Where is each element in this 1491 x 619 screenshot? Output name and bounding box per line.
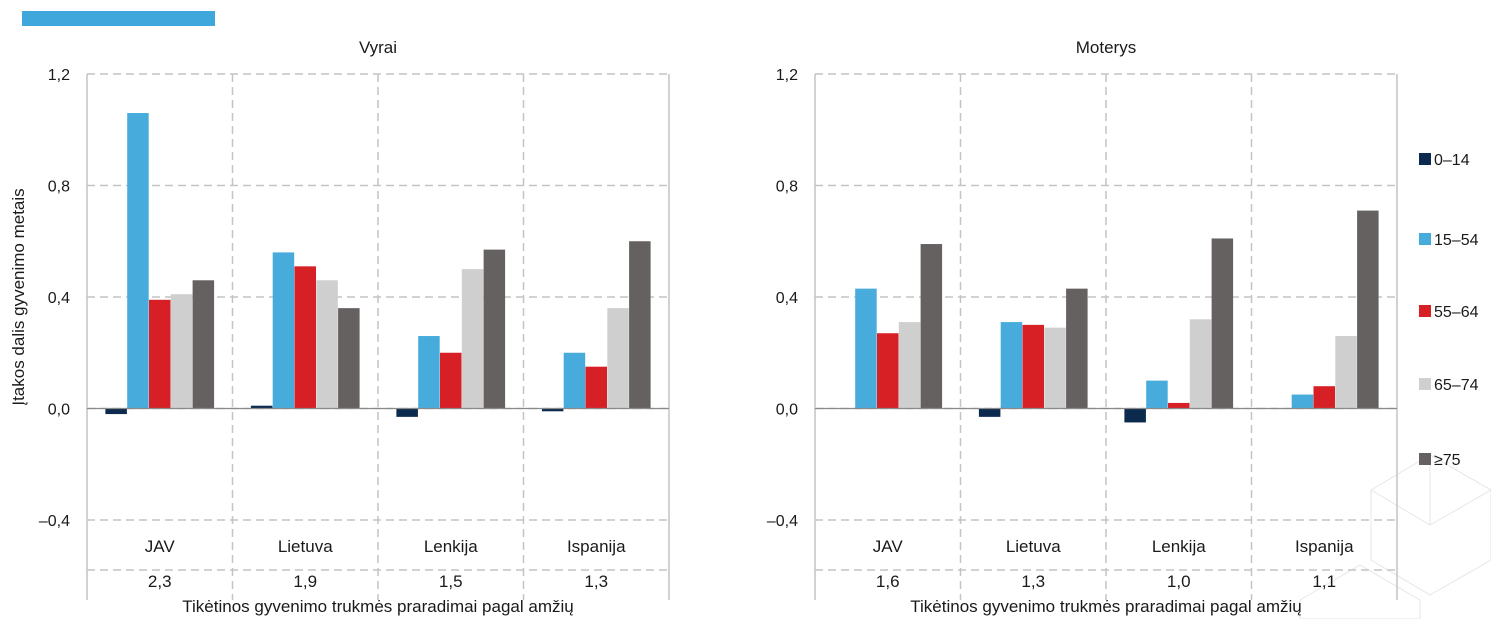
chart-panel-vyrai: Vyrai 1,2 0,8 0,4 0,0 –0,4 JAV 2,3 Lietuva 1,9 Len… [39, 38, 670, 616]
bar-65–74-Lietuva [316, 280, 338, 409]
bar-15–54-Lietuva [272, 252, 295, 409]
category-label: Lenkija [424, 537, 478, 556]
bar-0–14-Lietuva [250, 405, 273, 409]
legend-label: 55–64 [1434, 304, 1479, 321]
bar-15–54-Ispanija [1291, 394, 1314, 409]
bar-55–64-Lenkija [1168, 402, 1190, 409]
legend-label: 15–54 [1434, 232, 1479, 249]
bar-15–54-Ispanija [563, 352, 586, 409]
bar-65–74-Lenkija [461, 269, 484, 409]
chart-panel-moterys: Moterys 1,2 0,8 0,4 0,0 –0,4 JAV 1,6 Lietuva 1,3 L… [767, 38, 1398, 616]
y-axis-label: Įtakos dalis gyvenimo metais [9, 188, 28, 405]
category-label: JAV [873, 537, 904, 556]
legend-label: ≥75 [1434, 452, 1461, 469]
legend-item: 15–54 [1419, 232, 1479, 249]
category-label: Lenkija [1152, 537, 1206, 556]
bar-65–74-Lietuva [1044, 327, 1066, 409]
legend-label: 0–14 [1434, 152, 1470, 169]
legend-swatch [1419, 378, 1431, 390]
bar-15–54-JAV [855, 288, 877, 409]
y-tick-label: 0,8 [776, 179, 798, 196]
category-total-label: 1,3 [584, 572, 608, 591]
legend-item: 0–14 [1419, 152, 1470, 169]
top-accent-bar [22, 11, 215, 26]
category-total-label: 1,1 [1312, 572, 1336, 591]
chart-title: Vyrai [359, 38, 397, 57]
bar-0–14-Lenkija [396, 408, 418, 417]
legend-item: 55–64 [1419, 304, 1479, 321]
y-tick-label: 0,4 [776, 290, 798, 307]
category-total-label: 1,9 [293, 572, 317, 591]
bar-65–74-Lenkija [1189, 319, 1212, 409]
y-tick-label: 0,0 [776, 402, 798, 419]
hex-line [1370, 489, 1431, 526]
bar-15–54-Lenkija [1146, 380, 1168, 409]
legend-swatch [1419, 153, 1431, 165]
bar-15–54-JAV [127, 113, 149, 409]
bar-≥75-Lenkija [483, 249, 506, 409]
bar-≥75-Ispanija [1357, 210, 1379, 409]
bar-55–64-Ispanija [1313, 386, 1335, 409]
y-tick-label: 1,2 [776, 67, 798, 84]
category-label: JAV [145, 537, 176, 556]
legend-swatch [1419, 453, 1431, 465]
bar-55–64-Lietuva [1022, 324, 1044, 409]
y-tick-label: –0,4 [39, 513, 70, 530]
category-total-label: 1,3 [1021, 572, 1045, 591]
legend-label: 65–74 [1434, 377, 1479, 394]
y-tick-label: 0,0 [48, 402, 70, 419]
legend-swatch [1419, 233, 1431, 245]
category-label: Ispanija [567, 537, 626, 556]
bar-65–74-Ispanija [1335, 336, 1357, 409]
y-tick-label: 0,8 [48, 179, 70, 196]
y-tick-label: 1,2 [48, 67, 70, 84]
bar-55–64-JAV [149, 299, 171, 409]
bar-65–74-JAV [898, 322, 921, 409]
bar-≥75-JAV [920, 244, 943, 409]
category-label: Lietuva [278, 537, 333, 556]
x-axis-label: Tikėtinos gyvenimo trukmės praradimai pa… [182, 597, 573, 616]
x-axis-label: Tikėtinos gyvenimo trukmės praradimai pa… [910, 597, 1301, 616]
category-total-label: 1,0 [1167, 572, 1191, 591]
bar-≥75-Lietuva [1066, 288, 1088, 409]
chart-title: Moterys [1076, 38, 1136, 57]
bar-55–64-JAV [877, 333, 899, 409]
bar-55–64-Lietuva [294, 266, 316, 409]
bar-0–14-Ispanija [541, 408, 564, 412]
y-tick-label: 0,4 [48, 290, 70, 307]
bar-55–64-Ispanija [585, 366, 607, 409]
bar-0–14-Lietuva [978, 408, 1001, 417]
category-total-label: 1,5 [439, 572, 463, 591]
bar-≥75-JAV [192, 280, 215, 409]
bar-≥75-Lenkija [1211, 238, 1234, 409]
category-label: Lietuva [1006, 537, 1061, 556]
category-label: Ispanija [1295, 537, 1354, 556]
category-total-label: 1,6 [876, 572, 900, 591]
bar-≥75-Ispanija [629, 241, 651, 409]
bar-15–54-Lenkija [418, 336, 440, 409]
bar-65–74-Ispanija [607, 308, 629, 409]
y-tick-label: –0,4 [767, 513, 798, 530]
legend-item: ≥75 [1419, 452, 1461, 469]
category-total-label: 2,3 [148, 572, 172, 591]
bar-≥75-Lietuva [338, 308, 360, 409]
bar-0–14-Lenkija [1124, 408, 1146, 423]
hex-line [1429, 489, 1491, 526]
bar-65–74-JAV [170, 294, 193, 409]
bar-0–14-JAV [105, 408, 127, 415]
bar-55–64-Lenkija [440, 352, 462, 409]
legend-item: 65–74 [1419, 377, 1479, 394]
hex-outline [1299, 564, 1421, 619]
legend-swatch [1419, 305, 1431, 317]
legend: 0–14 15–54 55–64 65–74 ≥75 [1419, 152, 1479, 469]
bar-15–54-Lietuva [1000, 322, 1023, 409]
